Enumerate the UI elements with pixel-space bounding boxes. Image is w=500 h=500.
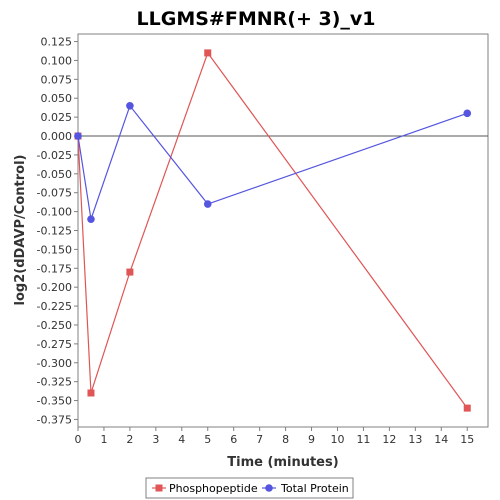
legend-label: Phosphopeptide [169,482,258,495]
x-tick-label: 11 [356,433,370,446]
legend: Phosphopeptide Total Protein [145,477,354,499]
x-tick-label: 14 [434,433,448,446]
data-point-circle [74,132,82,140]
x-tick-label: 2 [126,433,133,446]
y-tick-label: -0.200 [37,281,72,294]
x-tick-label: 15 [460,433,474,446]
chart-title: LLGMS#FMNR(+ 3)_v1 [137,8,376,30]
y-tick-label: -0.100 [37,206,72,219]
y-tick-label: -0.125 [37,225,72,238]
series-layer [74,49,472,412]
x-tick-label: 1 [100,433,107,446]
data-point-circle [126,101,134,110]
legend-marker-circle [265,484,273,492]
y-tick-label: 0.125 [41,36,73,49]
x-axis: 0 1 2 3 4 5 6 7 8 9 10 11 12 13 14 15 [75,427,474,446]
y-tick-label: -0.025 [37,149,72,162]
data-point-square [87,389,95,397]
data-point-circle [87,215,95,223]
y-tick-label: -0.375 [37,413,72,426]
y-tick-label: -0.050 [37,168,72,181]
x-tick-label: 0 [75,433,82,446]
y-tick-label: -0.250 [37,319,72,332]
x-tick-label: 7 [256,433,263,446]
x-tick-label: 5 [204,433,211,446]
y-tick-label: -0.225 [37,300,72,313]
y-axis-label: log2(dDAVP/Control) [13,155,28,306]
y-tick-label: 0.000 [41,130,73,143]
data-point-circle [203,200,212,208]
y-tick-label: -0.325 [37,376,72,389]
legend-box [145,477,354,499]
data-point-square [126,268,134,276]
data-point-circle [463,109,472,118]
y-tick-label: 0.025 [41,111,73,124]
x-tick-label: 13 [408,433,422,446]
x-tick-label: 4 [178,433,185,446]
x-axis-label: Time (minutes) [227,455,338,470]
y-tick-label: 0.050 [41,92,73,105]
y-tick-label: -0.350 [37,395,72,408]
x-tick-label: 8 [282,433,289,446]
x-tick-label: 12 [382,433,396,446]
y-tick-label: -0.175 [37,262,72,275]
x-tick-label: 6 [230,433,237,446]
y-tick-label: 0.075 [41,73,73,86]
y-tick-label: 0.100 [41,54,73,67]
data-point-square [204,49,212,57]
y-tick-label: -0.150 [37,243,72,256]
x-tick-label: 10 [330,433,344,446]
x-tick-label: 3 [152,433,159,446]
y-tick-label: -0.300 [37,357,72,370]
x-tick-label: 9 [308,433,315,446]
legend-label: Total Protein [280,482,349,495]
y-axis: 0.125 0.100 0.075 0.050 0.025 0.000 -0.025 -0.0… [37,36,78,426]
y-tick-label: -0.075 [37,187,72,200]
y-tick-label: -0.275 [37,338,72,351]
legend-marker-square [155,484,163,492]
plot-area [77,33,489,428]
data-point-square [463,404,471,412]
